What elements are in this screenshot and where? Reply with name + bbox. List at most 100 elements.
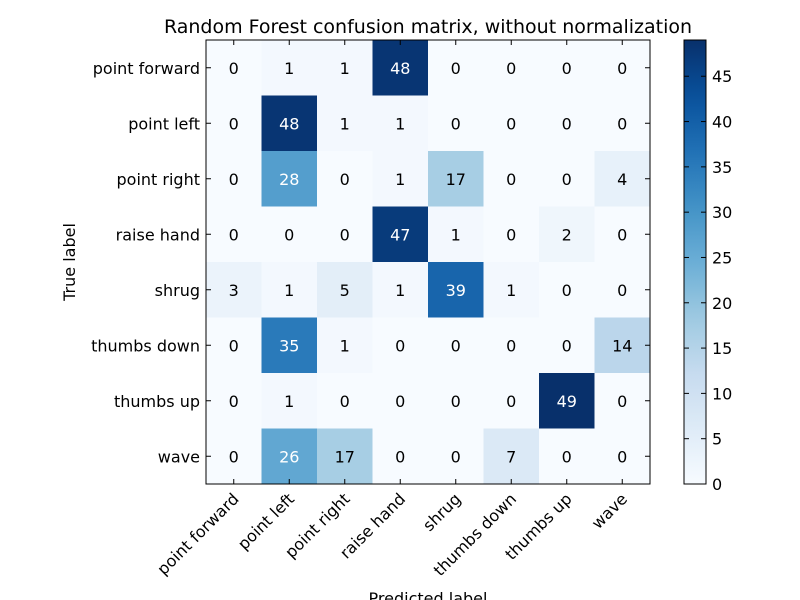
cell-value-label: 0 xyxy=(395,447,405,466)
cell-value-label: 47 xyxy=(390,225,410,244)
colorbar-tick-label: 0 xyxy=(712,475,722,494)
heatmap-cell xyxy=(261,40,318,96)
heatmap-cell xyxy=(428,262,484,318)
chart-title: Random Forest confusion matrix, without … xyxy=(164,16,692,38)
cell-value-label: 26 xyxy=(279,447,299,466)
heatmap-cell xyxy=(539,262,595,318)
heatmap-cell xyxy=(261,95,318,152)
cell-value-label: 28 xyxy=(279,170,299,189)
y-tick-label: point left xyxy=(128,114,200,133)
colorbar-tick-label: 20 xyxy=(712,294,732,313)
heatmap-cell xyxy=(594,262,651,318)
cell-value-label: 1 xyxy=(284,392,294,411)
cell-value-label: 0 xyxy=(506,392,516,411)
cell-value-label: 0 xyxy=(617,114,627,133)
cell-value-label: 0 xyxy=(617,281,627,300)
cell-value-label: 0 xyxy=(506,225,516,244)
heatmap-cell xyxy=(483,40,540,96)
cell-value-label: 49 xyxy=(557,392,577,411)
cell-value-label: 0 xyxy=(617,392,627,411)
cell-value-label: 0 xyxy=(229,59,239,78)
heatmap-cell xyxy=(428,151,484,207)
cell-value-label: 0 xyxy=(451,114,461,133)
cell-value-label: 0 xyxy=(562,114,572,133)
cell-value-label: 1 xyxy=(284,59,294,78)
cell-value-label: 0 xyxy=(562,59,572,78)
x-axis-label: Predicted label xyxy=(369,589,488,600)
cell-value-label: 1 xyxy=(340,59,350,78)
cell-value-label: 1 xyxy=(506,281,516,300)
heatmap-cell xyxy=(372,428,429,485)
heatmap-cell xyxy=(594,373,651,429)
cell-value-label: 0 xyxy=(451,392,461,411)
cell-value-label: 0 xyxy=(229,170,239,189)
heatmap-cell xyxy=(317,262,373,318)
cell-value-label: 0 xyxy=(340,170,350,189)
heatmap-cell xyxy=(261,373,318,429)
heatmap-cells xyxy=(206,40,651,485)
heatmap-cell xyxy=(428,317,484,374)
heatmap-cell xyxy=(483,95,540,152)
heatmap-cell xyxy=(483,262,540,318)
y-tick-label: raise hand xyxy=(116,225,200,244)
heatmap-cell xyxy=(428,373,484,429)
heatmap-cell xyxy=(261,206,318,263)
cell-value-label: 4 xyxy=(617,170,627,189)
y-tick-label: point forward xyxy=(93,59,200,78)
heatmap-cell xyxy=(539,40,595,96)
cell-value-label: 0 xyxy=(229,392,239,411)
cell-value-label: 14 xyxy=(612,336,632,355)
colorbar-tick-label: 40 xyxy=(712,113,732,132)
heatmap-cell xyxy=(428,95,484,152)
cell-value-label: 39 xyxy=(446,281,466,300)
heatmap-cell-labels: 0 1 1 48 0 0 0 00 48 1 1 0 0 0 00 28 0 1 17 0 0 40 0 0 47 1 0 2 03 1 5… xyxy=(229,59,633,467)
cell-value-label: 35 xyxy=(279,336,299,355)
heatmap-cell xyxy=(594,151,651,207)
heatmap-cell xyxy=(317,373,373,429)
colorbar-tick-label: 5 xyxy=(712,430,722,449)
cell-value-label: 0 xyxy=(506,170,516,189)
cell-value-label: 0 xyxy=(506,336,516,355)
cell-value-label: 0 xyxy=(284,225,294,244)
heatmap-cell xyxy=(594,428,651,485)
heatmap-cell xyxy=(539,151,595,207)
cell-value-label: 0 xyxy=(229,225,239,244)
cell-value-label: 48 xyxy=(390,59,410,78)
cell-value-label: 0 xyxy=(617,447,627,466)
cell-value-label: 1 xyxy=(395,114,405,133)
plot-frame xyxy=(205,39,651,485)
colorbar-tick-label: 15 xyxy=(712,339,732,358)
cell-value-label: 1 xyxy=(395,281,405,300)
cell-value-label: 2 xyxy=(562,225,572,244)
colorbar-tick-label: 45 xyxy=(712,67,732,86)
heatmap-cell xyxy=(317,95,373,152)
heatmap-cell xyxy=(483,373,540,429)
cell-value-label: 0 xyxy=(395,336,405,355)
cell-value-label: 0 xyxy=(562,447,572,466)
heatmap-cell xyxy=(372,262,429,318)
cell-value-label: 0 xyxy=(229,447,239,466)
heatmap-cell xyxy=(206,40,262,96)
heatmap-cell xyxy=(539,206,595,263)
colorbar-tick-label: 35 xyxy=(712,158,732,177)
cell-value-label: 48 xyxy=(279,114,299,133)
heatmap-cell xyxy=(372,317,429,374)
cell-value-label: 0 xyxy=(451,59,461,78)
cell-value-label: 0 xyxy=(562,281,572,300)
heatmap-cell xyxy=(261,317,318,374)
cell-value-label: 1 xyxy=(284,281,294,300)
heatmap-cell xyxy=(372,151,429,207)
cell-value-label: 0 xyxy=(506,114,516,133)
cell-value-label: 1 xyxy=(340,114,350,133)
heatmap-cell xyxy=(428,206,484,263)
heatmap-cell xyxy=(428,40,484,96)
cell-value-label: 0 xyxy=(229,336,239,355)
heatmap-cell xyxy=(539,95,595,152)
y-tick-label: shrug xyxy=(155,281,200,300)
cell-value-label: 0 xyxy=(617,225,627,244)
cell-value-label: 7 xyxy=(506,447,516,466)
cell-value-label: 17 xyxy=(335,447,355,466)
heatmap-cell xyxy=(483,151,540,207)
heatmap-cell xyxy=(594,95,651,152)
heatmap-cell xyxy=(372,206,429,263)
